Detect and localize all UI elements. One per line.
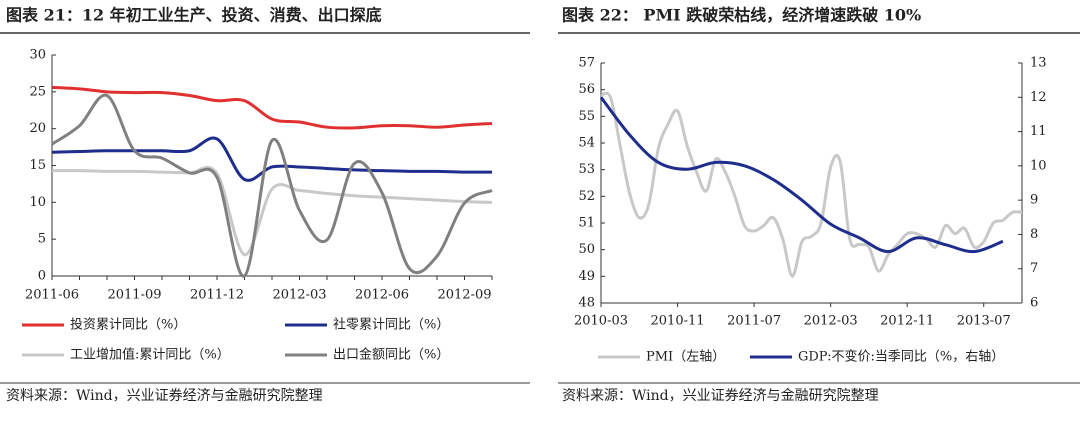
x-tick-label: 2012-03 — [272, 288, 326, 303]
y2-tick-label: 13 — [1030, 56, 1047, 71]
y-tick-label: 57 — [578, 56, 595, 71]
source-note: 资料来源：Wind，兴业证券经济与金融研究院整理 — [562, 388, 879, 404]
y-tick-label: 0 — [38, 269, 46, 284]
series-line — [51, 165, 493, 257]
x-tick-label: 2011-12 — [190, 288, 244, 303]
x-tick-label: 2010-11 — [651, 314, 705, 329]
y-tick-label: 55 — [578, 109, 595, 124]
y2-tick-label: 11 — [1030, 124, 1047, 139]
y-tick-label: 5 — [38, 232, 46, 247]
y2-tick-label: 10 — [1030, 158, 1047, 173]
y-tick-label: 56 — [578, 82, 595, 97]
series-line — [51, 93, 493, 278]
legend-label: 社零累计同比（%） — [333, 317, 449, 333]
y2-tick-label: 6 — [1030, 296, 1038, 311]
legend-label: PMI（左轴） — [646, 350, 725, 365]
y-tick-label: 52 — [578, 189, 595, 204]
series-line — [599, 96, 1004, 254]
x-tick-label: 2010-03 — [574, 314, 628, 329]
y2-tick-label: 8 — [1030, 227, 1038, 242]
y-tick-label: 10 — [29, 195, 46, 210]
source-note: 资料来源：Wind，兴业证券经济与金融研究院整理 — [6, 388, 323, 404]
y2-tick-label: 7 — [1030, 261, 1038, 276]
series-line — [600, 91, 1023, 278]
series-line — [51, 85, 493, 130]
y-tick-label: 53 — [578, 162, 595, 177]
y2-tick-label: 12 — [1030, 90, 1047, 105]
y-tick-label: 51 — [578, 216, 595, 231]
y2-tick-label: 9 — [1030, 193, 1038, 208]
y-tick-label: 49 — [578, 269, 595, 284]
y-tick-label: 15 — [29, 158, 46, 173]
legend-label: 出口金额同比（%） — [333, 347, 449, 363]
y-tick-label: 48 — [578, 296, 595, 311]
y-tick-label: 25 — [29, 84, 46, 99]
chart-title: 图表 21：12 年初工业生产、投资、消费、出口探底 — [6, 6, 382, 25]
y-tick-label: 30 — [29, 48, 46, 63]
legend-label: GDP:不变价:当季同比（%，右轴） — [798, 349, 1004, 365]
y-tick-label: 54 — [578, 136, 595, 151]
legend-label: 投资累计同比（%） — [70, 317, 186, 333]
x-tick-label: 2012-03 — [804, 314, 858, 329]
x-tick-label: 2012-09 — [437, 288, 491, 303]
y-tick-label: 50 — [578, 242, 595, 257]
x-tick-label: 2011-09 — [107, 288, 161, 303]
y-tick-label: 20 — [29, 121, 46, 136]
legend-label: 工业增加值:累计同比（%） — [70, 347, 230, 363]
x-tick-label: 2011-07 — [727, 314, 781, 329]
x-tick-label: 2013-07 — [957, 314, 1011, 329]
series-line — [51, 136, 493, 182]
x-tick-label: 2012-11 — [880, 314, 934, 329]
x-tick-label: 2012-06 — [355, 288, 409, 303]
chart-title: 图表 22： PMI 跌破荣枯线，经济增速跌破 10% — [562, 6, 921, 25]
x-tick-label: 2011-06 — [25, 288, 79, 303]
